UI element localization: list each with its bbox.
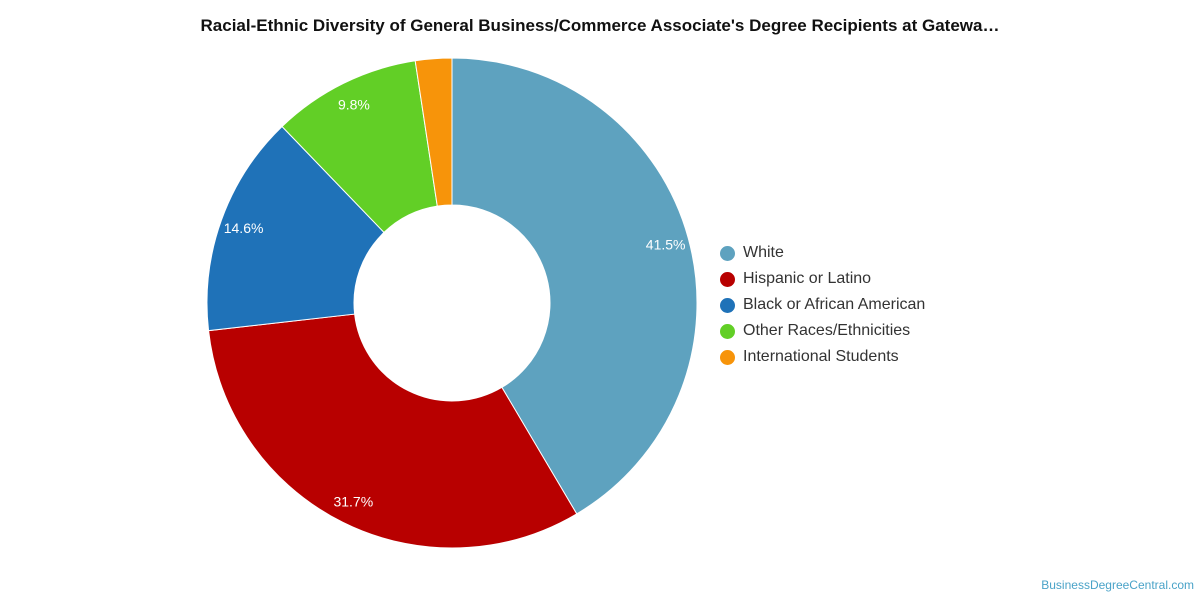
legend-label: White [743,244,784,261]
data-label-black-or-african-american: 14.6% [224,220,264,236]
legend: White Hispanic or Latino Black or African … [720,240,925,370]
source-credit[interactable]: BusinessDegreeCentral.com [1041,578,1194,592]
legend-item-black-or-african-american[interactable]: Black or African American [720,292,925,318]
legend-swatch [720,349,735,365]
legend-label: Black or African American [743,296,926,313]
slice-group [206,57,698,549]
legend-swatch [720,271,735,287]
slice-international-students[interactable] [414,57,453,207]
data-label-hispanic-or-latino: 31.7% [333,493,373,509]
slice-white[interactable] [451,57,698,515]
legend-item-white[interactable]: White [720,240,925,266]
chart-title: Racial-Ethnic Diversity of General Busin… [200,16,1000,35]
data-label-white: 41.5% [646,237,686,253]
legend-item-other-races-ethnicities[interactable]: Other Races/Ethnicities [720,318,925,344]
slice-black-or-african-american[interactable] [206,125,385,332]
legend-item-hispanic-or-latino[interactable]: Hispanic or Latino [720,266,925,292]
legend-item-international-students[interactable]: International Students [720,344,925,370]
legend-swatch [720,323,735,339]
slice-hispanic-or-latino[interactable] [208,313,578,549]
label-group: 41.5% 31.7% 14.6% 9.8% [224,96,686,509]
legend-swatch [720,297,735,313]
data-label-other-races-ethnicities: 9.8% [338,96,370,112]
legend-label: Hispanic or Latino [743,270,872,287]
legend-swatch [720,245,735,261]
legend-label: International Students [743,348,899,365]
legend-label: Other Races/Ethnicities [743,322,911,339]
